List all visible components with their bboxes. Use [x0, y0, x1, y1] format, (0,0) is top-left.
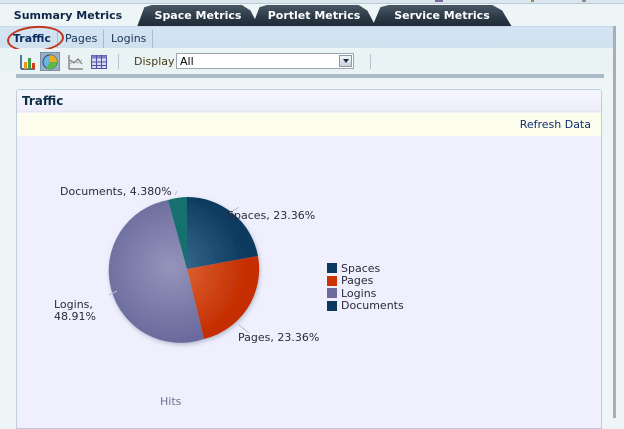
legend-swatch-pages [327, 275, 337, 286]
legend-swatch-spaces [327, 263, 337, 274]
chevron-down-icon [342, 59, 349, 63]
tab-service-metrics[interactable]: Service Metrics [372, 5, 512, 27]
top-strip-marker [531, 0, 534, 2]
leader-line-logins [108, 290, 118, 296]
refresh-row: Refresh Data [17, 113, 601, 136]
legend-swatch-logins [327, 288, 337, 299]
window-top-strip [0, 0, 624, 4]
main-tab-bar: Summary Metrics Space Metrics Portlet Me… [0, 5, 624, 27]
slice-documents[interactable] [168, 197, 187, 269]
toolbar-divider [16, 74, 604, 78]
table-icon [91, 54, 107, 69]
display-label: Display [134, 55, 175, 68]
leader-line-spaces [229, 206, 240, 214]
slice-spaces[interactable] [187, 196, 258, 269]
legend-item-logins[interactable]: Logins [327, 287, 404, 300]
traffic-pie-chart: Documents, 4.380% Spaces, 23.36% Pages, … [17, 137, 601, 427]
table-view-button[interactable] [89, 52, 109, 71]
display-select[interactable]: All [176, 53, 354, 69]
legend-item-spaces[interactable]: Spaces [327, 262, 404, 275]
pie-label-documents: Documents, 4.380% [60, 185, 172, 198]
line-chart-icon [68, 54, 83, 69]
x-axis-label: Hits [160, 395, 182, 408]
legend-item-documents[interactable]: Documents [327, 299, 404, 313]
top-strip-marker [582, 0, 586, 2]
toolbar-separator [370, 54, 371, 69]
subtab-pages[interactable]: Pages [59, 30, 105, 48]
pie-slices [108, 196, 260, 343]
legend-label: Spaces [341, 261, 381, 275]
sub-tab-bar: Traffic Pages Logins [0, 24, 613, 54]
pie-label-logins: Logins, 48.91% [54, 299, 104, 323]
chart-toolbar: Display All [0, 49, 613, 73]
pie-chart-button[interactable] [40, 52, 60, 71]
logins-label-pct: 48.91% [54, 310, 96, 323]
metrics-panel: Traffic Pages Logins [0, 24, 616, 429]
toolbar-separator [118, 54, 119, 69]
legend-swatch-documents [327, 300, 337, 311]
top-strip-marker [435, 0, 443, 2]
leader-line-documents [174, 190, 178, 196]
traffic-box-title: Traffic [22, 94, 64, 108]
slice-pages[interactable] [187, 256, 260, 339]
tab-space-metrics[interactable]: Space Metrics [137, 5, 259, 27]
legend-item-pages[interactable]: Pages [327, 274, 404, 288]
pie-label-spaces: Spaces, 23.36% [227, 209, 316, 222]
subtab-logins[interactable]: Logins [105, 30, 154, 48]
slice-logins[interactable] [108, 200, 204, 343]
chart-legend: Spaces Pages Logins Documents [327, 262, 404, 312]
legend-label: Pages [341, 274, 374, 288]
logins-label-name: Logins, [54, 298, 93, 311]
traffic-box: Traffic Refresh Data [16, 89, 602, 429]
bar-chart-icon [20, 54, 35, 70]
traffic-box-header: Traffic [17, 90, 601, 112]
pie-label-pages: Pages, 23.36% [238, 331, 320, 344]
display-dropdown-button[interactable] [339, 55, 352, 67]
tab-summary-metrics[interactable]: Summary Metrics [13, 9, 123, 22]
pie-chart-icon [42, 54, 58, 69]
legend-label: Logins [341, 286, 377, 300]
refresh-data-link[interactable]: Refresh Data [519, 118, 591, 131]
display-select-value: All [180, 55, 194, 68]
line-chart-button[interactable] [66, 52, 86, 71]
tab-portlet-metrics[interactable]: Portlet Metrics [252, 5, 376, 27]
leader-line-pages [238, 324, 250, 334]
legend-label: Documents [341, 299, 404, 313]
bar-chart-button[interactable] [18, 52, 38, 71]
subtab-traffic[interactable]: Traffic [7, 30, 58, 48]
pie-graphic [108, 190, 260, 343]
